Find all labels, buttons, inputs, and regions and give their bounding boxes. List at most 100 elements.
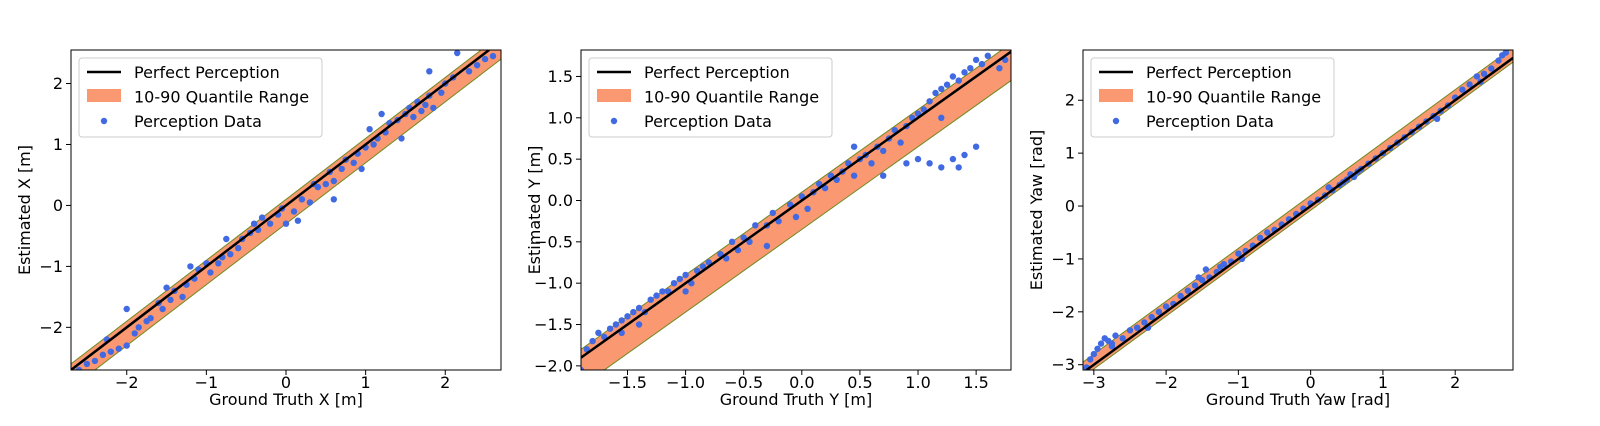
data-point bbox=[903, 160, 910, 167]
y-tick-label: 1.5 bbox=[548, 67, 573, 86]
data-point bbox=[1202, 266, 1210, 273]
data-point bbox=[647, 296, 654, 303]
data-point bbox=[163, 284, 170, 291]
legend-label-data: Perception Data bbox=[644, 112, 772, 131]
x-tick-label: −1.0 bbox=[666, 373, 705, 392]
x-tick-label: −3 bbox=[1082, 373, 1106, 392]
x-tick-label: −0.5 bbox=[724, 373, 763, 392]
x-tick-label: 2 bbox=[440, 373, 450, 392]
data-point bbox=[972, 56, 980, 64]
data-point bbox=[961, 151, 968, 159]
data-point bbox=[422, 101, 429, 109]
data-point bbox=[630, 308, 637, 316]
data-point bbox=[294, 217, 302, 224]
y-tick-label: −2 bbox=[39, 318, 63, 337]
data-point bbox=[418, 107, 425, 115]
data-point bbox=[1134, 324, 1141, 331]
data-point bbox=[1141, 319, 1148, 326]
legend-box bbox=[1090, 57, 1335, 138]
data-point bbox=[914, 155, 922, 163]
axes-frame bbox=[580, 49, 1012, 371]
y-tick-label: 0.5 bbox=[548, 150, 573, 169]
plot-area bbox=[71, 50, 501, 370]
data-point bbox=[978, 60, 986, 68]
data-point bbox=[426, 68, 433, 75]
legend-band-swatch bbox=[1099, 89, 1133, 102]
data-point bbox=[266, 220, 274, 227]
data-point bbox=[850, 172, 858, 179]
data-point bbox=[454, 50, 461, 57]
data-point bbox=[897, 139, 904, 146]
data-point bbox=[179, 293, 186, 301]
data-point bbox=[938, 85, 945, 93]
data-point bbox=[250, 220, 258, 227]
x-tick-label: −1 bbox=[195, 373, 219, 392]
data-point bbox=[653, 292, 660, 299]
y-axis-label: Estimated Y [m] bbox=[525, 146, 544, 275]
data-point bbox=[792, 213, 800, 221]
data-point bbox=[1256, 234, 1264, 241]
chart-panel-1: −2 −1 0 1 2 −2 −1 0 1 2 Ground Truth X [m] Estimate… bbox=[15, 49, 502, 409]
quantile-upper-edge bbox=[71, 50, 482, 365]
quantile-lower-edge bbox=[603, 80, 1011, 370]
legend-label-data: Perception Data bbox=[1146, 112, 1274, 131]
data-point bbox=[223, 235, 230, 243]
quantile-band bbox=[581, 50, 1011, 370]
legend-band-swatch bbox=[87, 89, 121, 102]
data-point bbox=[1162, 303, 1170, 310]
data-point bbox=[358, 165, 365, 173]
data-point bbox=[984, 52, 991, 59]
data-point bbox=[932, 89, 939, 97]
data-point bbox=[430, 104, 437, 112]
x-axis-label: Ground Truth Yaw [rad] bbox=[1206, 390, 1390, 409]
data-point bbox=[1119, 335, 1126, 342]
data-point bbox=[996, 65, 1003, 72]
data-point bbox=[107, 348, 115, 355]
x-tick-label: −1.5 bbox=[608, 373, 647, 392]
data-point bbox=[595, 329, 602, 336]
data-point bbox=[967, 65, 974, 72]
data-point bbox=[961, 69, 968, 76]
plot-area bbox=[581, 50, 1011, 370]
data-point bbox=[115, 345, 123, 352]
data-point bbox=[682, 288, 689, 295]
data-point bbox=[330, 196, 337, 203]
data-point bbox=[75, 366, 83, 370]
data-point bbox=[938, 164, 945, 171]
data-point bbox=[938, 114, 945, 122]
y-tick-label: −1.5 bbox=[534, 315, 573, 334]
data-point bbox=[1488, 65, 1495, 72]
data-point bbox=[1184, 287, 1192, 294]
perfect-perception-line bbox=[1085, 56, 1513, 370]
data-point bbox=[943, 81, 951, 88]
data-point bbox=[1235, 250, 1242, 257]
data-point bbox=[1191, 282, 1199, 289]
x-tick-label: 0 bbox=[281, 373, 291, 392]
data-point bbox=[465, 68, 473, 75]
data-point bbox=[298, 196, 306, 203]
data-point bbox=[1473, 73, 1481, 80]
y-tick-label: 2 bbox=[53, 74, 63, 93]
data-point bbox=[949, 73, 957, 80]
data-point bbox=[398, 135, 405, 142]
data-point bbox=[1155, 308, 1163, 315]
data-point bbox=[1177, 292, 1184, 300]
y-tick-label: −1 bbox=[1051, 249, 1075, 268]
data-point bbox=[159, 305, 166, 313]
data-point bbox=[1097, 340, 1105, 347]
data-point bbox=[481, 55, 489, 63]
data-point bbox=[752, 222, 759, 229]
data-point bbox=[635, 304, 643, 312]
y-tick-label: 1.0 bbox=[548, 108, 573, 127]
data-point bbox=[612, 321, 620, 328]
data-point bbox=[850, 143, 858, 150]
axes-frame bbox=[1082, 49, 1514, 371]
data-point bbox=[322, 180, 329, 188]
legend-box bbox=[588, 57, 833, 138]
x-tick-label: −2 bbox=[115, 373, 139, 392]
data-point bbox=[215, 260, 222, 267]
data-point bbox=[635, 321, 643, 328]
data-point bbox=[1112, 332, 1119, 339]
data-point bbox=[763, 242, 771, 250]
